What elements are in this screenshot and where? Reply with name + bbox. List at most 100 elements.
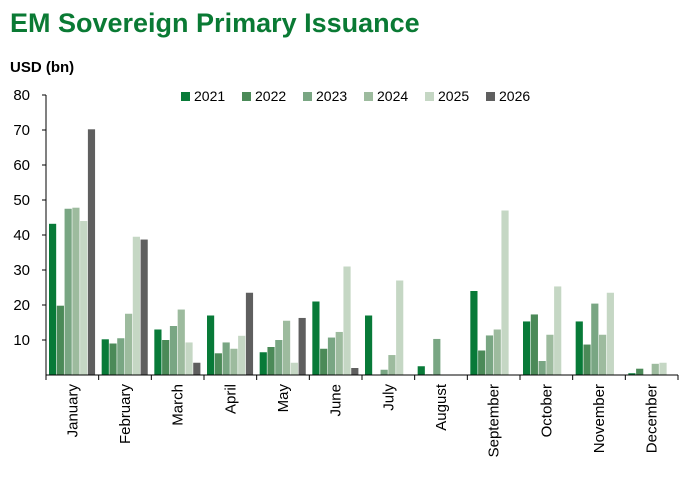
y-axis-label: USD (bn) <box>10 59 74 76</box>
bar-2025-december <box>659 362 667 375</box>
legend-swatch-2021 <box>181 92 190 101</box>
bar-2021-may <box>259 352 267 375</box>
bar-2025-march <box>185 342 193 375</box>
y-tick-label: 70 <box>13 122 30 139</box>
y-tick-label: 80 <box>13 87 30 104</box>
x-tick-label-february: February <box>117 384 134 445</box>
bar-2021-july <box>365 315 373 375</box>
legend-swatch-2025 <box>425 92 434 101</box>
y-tick-label: 30 <box>13 262 30 279</box>
bar-2021-january <box>49 223 57 375</box>
x-tick-label-january: January <box>64 384 81 438</box>
bar-2025-april <box>238 335 246 375</box>
bar-2023-august <box>433 338 441 375</box>
x-tick-label-march: March <box>170 384 187 426</box>
bar-2024-october <box>546 334 554 375</box>
bar-2022-april <box>214 353 222 375</box>
x-tick-label-september: September <box>486 384 503 457</box>
bar-2023-january <box>64 208 72 375</box>
x-tick-labels: January February March April May June July Augu… <box>64 383 660 457</box>
x-tick-label-august: August <box>433 383 450 431</box>
chart-title: EM Sovereign Primary Issuance <box>10 8 420 38</box>
bar-2024-july <box>388 355 396 375</box>
legend-label-2023: 2023 <box>316 88 347 104</box>
y-tick-label: 60 <box>13 157 30 174</box>
legend-label-2025: 2025 <box>438 88 469 104</box>
bar-2022-june <box>320 348 328 375</box>
axes-group <box>42 94 679 380</box>
bar-2023-june <box>327 337 336 375</box>
legend-swatch-2023 <box>303 92 312 101</box>
bar-2023-april <box>222 342 230 375</box>
bar-2021-april <box>207 315 215 375</box>
bar-2024-december <box>651 363 659 375</box>
bar-2022-january <box>56 305 64 375</box>
bar-2024-february <box>125 313 133 375</box>
bar-2025-february <box>132 236 140 375</box>
legend: 2021 2022 2023 2024 2025 2026 <box>181 88 530 104</box>
y-tick-label: 10 <box>13 332 30 349</box>
bar-2021-august <box>417 366 425 375</box>
bar-2026-january <box>87 129 96 375</box>
bar-2022-september <box>478 350 486 375</box>
bar-2025-september <box>501 210 509 375</box>
x-tick-label-december: December <box>644 384 661 453</box>
bar-2021-september <box>470 291 478 375</box>
bar-2023-july <box>380 369 388 375</box>
legend-label-2022: 2022 <box>255 88 286 104</box>
bar-2025-october <box>554 286 562 375</box>
bar-2026-april <box>245 292 254 375</box>
bar-2023-september <box>485 335 494 375</box>
bar-2022-march <box>162 340 170 375</box>
legend-swatch-2022 <box>242 92 251 101</box>
legend-label-2026: 2026 <box>499 88 530 104</box>
bar-2022-may <box>267 347 275 375</box>
bar-2024-january <box>72 207 80 375</box>
x-tick-label-october: October <box>538 384 555 437</box>
y-tick-label: 40 <box>13 227 30 244</box>
bar-2024-june <box>335 331 343 375</box>
legend-swatch-2024 <box>364 92 373 101</box>
bar-2022-december <box>636 368 644 375</box>
bar-2021-february <box>101 339 109 375</box>
bar-2025-november <box>606 292 614 375</box>
bar-2025-january <box>80 221 88 375</box>
bar-2021-november <box>575 321 583 375</box>
bar-2024-may <box>283 320 291 375</box>
x-tick-label-july: July <box>380 384 397 411</box>
bar-2026-february <box>140 239 148 375</box>
bar-2021-december <box>628 373 636 375</box>
bar-2024-march <box>177 309 185 375</box>
y-tick-labels: 10 20 30 40 50 60 70 80 <box>13 87 30 349</box>
legend-label-2024: 2024 <box>377 88 408 104</box>
bar-2025-may <box>290 362 298 375</box>
x-tick-label-june: June <box>328 384 345 417</box>
bar-2024-september <box>493 329 501 375</box>
x-tick-label-april: April <box>222 384 239 414</box>
bar-2023-may <box>275 340 283 375</box>
bar-2021-march <box>154 329 162 375</box>
x-tick-label-november: November <box>591 384 608 453</box>
bar-2026-june <box>351 368 359 375</box>
bar-2023-february <box>117 338 125 375</box>
bar-2022-february <box>109 343 117 375</box>
bar-2024-november <box>599 334 607 375</box>
bar-2021-october <box>523 321 531 375</box>
bar-2022-october <box>530 314 538 375</box>
legend-label-2021: 2021 <box>194 88 225 104</box>
bar-2025-july <box>396 280 404 375</box>
bar-2026-may <box>298 317 306 375</box>
bar-2023-november <box>591 303 599 375</box>
x-tick-label-may: May <box>275 384 292 413</box>
bars-group <box>49 129 667 375</box>
legend-swatch-2026 <box>486 92 495 101</box>
bar-2023-october <box>538 361 546 375</box>
bar-2022-november <box>583 344 591 375</box>
bar-2026-march <box>193 362 201 375</box>
bar-2025-june <box>343 266 351 375</box>
y-tick-label: 50 <box>13 192 30 209</box>
bar-2023-march <box>169 326 178 375</box>
bar-2021-june <box>312 301 320 375</box>
